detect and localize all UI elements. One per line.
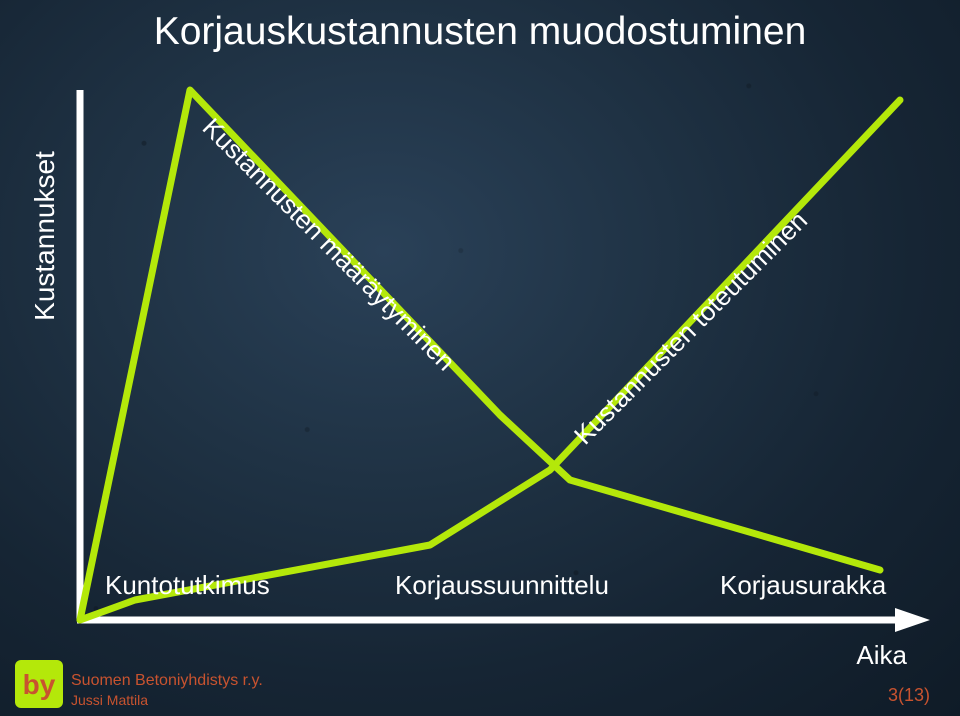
footer-author: Jussi Mattila [71, 692, 148, 708]
line-maaraytyminen [80, 90, 880, 620]
page-number: 3(13) [888, 685, 930, 706]
phase-urakka: Korjausurakka [720, 570, 886, 601]
phase-kuntotutkimus: Kuntotutkimus [105, 570, 270, 601]
slide: Korjauskustannusten muodostuminen Kustan… [0, 0, 960, 716]
cost-chart [0, 0, 960, 716]
by-logo: by [15, 660, 63, 708]
x-axis-label: Aika [856, 640, 907, 671]
footer-org: Suomen Betoniyhdistys r.y. [71, 672, 263, 690]
phase-suunnittelu: Korjaussuunnittelu [395, 570, 609, 601]
svg-text:by: by [23, 669, 56, 700]
x-axis-arrow [895, 608, 930, 632]
